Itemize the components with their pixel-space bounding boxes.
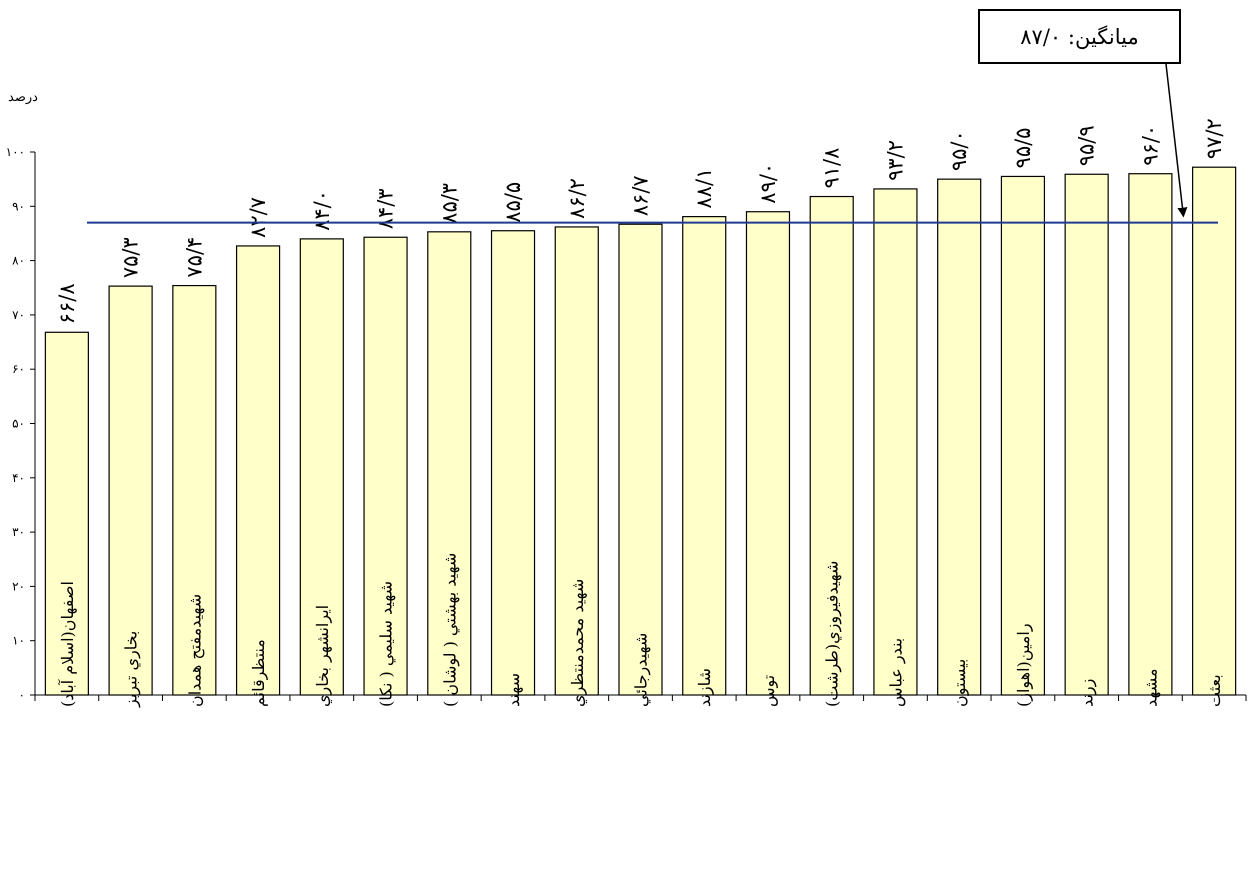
category-label: سهند: [504, 673, 523, 707]
bar-value-label: ۸۲/۷: [246, 197, 270, 238]
category-label: شهيدفيروزي(طرشت): [823, 561, 842, 707]
category-label: زرند: [1078, 679, 1097, 707]
category-label: توس: [759, 675, 778, 707]
bar: [1000, 175, 1046, 696]
y-tick-label: ۴۰: [12, 471, 25, 485]
bar-value-label: ۹۷/۲: [1202, 118, 1226, 159]
bar: [172, 284, 217, 696]
category-label: شهيدرجائي: [632, 633, 651, 707]
category-label: مشهد: [1141, 668, 1160, 707]
y-tick-label: ۵۰: [12, 417, 25, 431]
category-label: شهيد محمدمنتظري: [568, 579, 587, 707]
bar-value-label: ۷۵/۳: [119, 237, 143, 278]
bar: [1192, 166, 1237, 696]
category-label: شهيد بهشتي ( لوشان ): [440, 553, 459, 707]
bar-value-label: ۶۶/۸: [55, 283, 79, 324]
bar: [490, 230, 536, 696]
bar: [745, 211, 791, 696]
bar-value-label: ۹۵/۰: [947, 130, 971, 171]
y-tick-label: ۸۰: [12, 254, 25, 268]
bar: [554, 226, 599, 696]
bar: [937, 178, 982, 696]
category-label: شهيدمفتح همدان: [185, 594, 204, 707]
category-label: بعثت: [1205, 674, 1224, 707]
bar: [682, 216, 727, 696]
bar-value-label: ۷۵/۴: [182, 237, 206, 278]
bar: [618, 223, 663, 696]
y-axis-label: درصد: [8, 90, 38, 105]
bar-value-label: ۸۴/۰: [310, 190, 334, 231]
category-label: بندر عباس: [886, 638, 905, 707]
bar-value-label: ۸۸/۱: [692, 168, 716, 209]
bar-value-label: ۸۶/۷: [629, 175, 653, 216]
y-tick-label: ۲۰: [12, 579, 25, 593]
bar: [427, 231, 472, 696]
bar: [809, 195, 854, 696]
callout-arrow: [1165, 63, 1188, 218]
category-label: شهيد سليمي ( نكا): [377, 581, 396, 707]
category-label: بخاري تبريز: [122, 631, 141, 708]
category-label: رامين(اهواز): [1014, 623, 1033, 707]
category-label: شازند: [695, 668, 714, 707]
average-callout-text: ميانگين: ۸۷/۰: [1020, 24, 1139, 49]
bar-value-label: ۸۵/۵: [501, 182, 525, 223]
bar: [108, 285, 153, 696]
bar-value-label: ۹۵/۵: [1011, 128, 1035, 169]
y-tick-label: ۹۰: [12, 199, 25, 213]
y-tick-label: ۱۰: [12, 634, 25, 648]
y-tick-label: ۱۰۰: [6, 145, 25, 159]
y-tick-label: ۰: [19, 688, 25, 702]
bar-value-label: ۹۶/۰: [1138, 125, 1162, 166]
average-callout: ميانگين: ۸۷/۰: [978, 9, 1181, 64]
bar-value-label: ۹۱/۸: [820, 148, 844, 189]
category-label: ايرانشهر بخاري: [313, 605, 332, 707]
bar: [1064, 173, 1109, 696]
bar: [235, 245, 281, 696]
bar: [363, 236, 408, 696]
category-label: اصفهان(اسلام آباد): [57, 581, 77, 707]
bar: [873, 188, 918, 696]
bar-value-label: ۸۶/۲: [565, 178, 589, 219]
bar-value-label: ۹۵/۹: [1075, 125, 1099, 166]
bar: [299, 238, 344, 696]
y-tick-label: ۳۰: [12, 525, 25, 539]
y-tick-label: ۷۰: [12, 308, 25, 322]
bar: [44, 331, 89, 696]
bar: [1128, 173, 1173, 696]
y-tick-label: ۶۰: [12, 362, 25, 376]
bar-value-label: ۸۵/۳: [437, 183, 461, 224]
bar-value-label: ۸۹/۰: [756, 163, 780, 204]
category-label: بيستون: [950, 659, 969, 707]
bar-value-label: ۹۳/۲: [883, 140, 907, 181]
category-label: منتظرقائم: [249, 639, 268, 707]
